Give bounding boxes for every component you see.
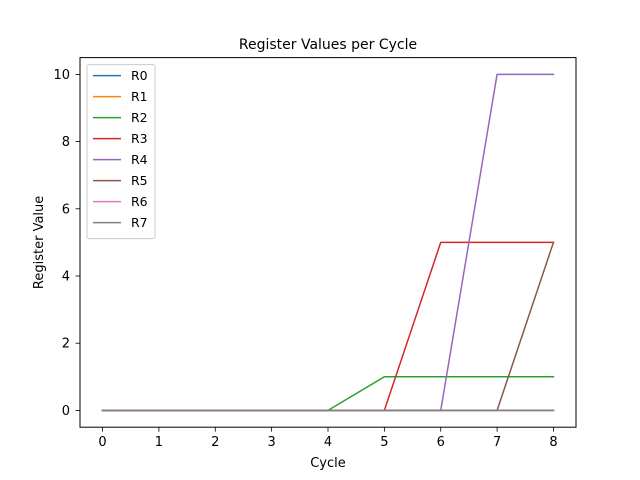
x-tick-label: 6 (437, 435, 445, 450)
legend-label-r6: R6 (131, 194, 148, 209)
x-tick-label: 8 (549, 435, 557, 450)
x-tick-label: 1 (155, 435, 163, 450)
y-axis: 0 2 4 6 8 10 (53, 68, 80, 419)
legend-box (86, 64, 156, 240)
legend-label-r4: R4 (131, 152, 148, 167)
legend-label-r3: R3 (131, 131, 148, 146)
series-layer (101, 73, 555, 412)
y-tick-label: 4 (62, 270, 70, 285)
x-tick-label: 7 (493, 435, 501, 450)
legend-label-r0: R0 (131, 68, 148, 83)
y-tick-label: 10 (53, 68, 70, 83)
x-axis-label: Cycle (310, 456, 346, 471)
legend-label-r1: R1 (131, 89, 148, 104)
x-tick-label: 3 (267, 435, 275, 450)
chart-title: Register Values per Cycle (239, 37, 417, 53)
y-axis-label: Register Value (32, 196, 47, 289)
x-tick-label: 5 (380, 435, 388, 450)
legend: R0 R1 R2 R3 R4 R5 R6 R7 (86, 64, 156, 240)
x-tick-label: 2 (211, 435, 219, 450)
x-tick-label: 4 (324, 435, 332, 450)
x-tick-label: 0 (98, 435, 106, 450)
legend-label-r7: R7 (131, 215, 148, 230)
y-tick-label: 0 (62, 404, 70, 419)
legend-label-r5: R5 (131, 173, 148, 188)
y-tick-label: 8 (62, 135, 70, 150)
y-tick-label: 6 (62, 202, 70, 217)
legend-label-r2: R2 (131, 110, 148, 125)
y-tick-label: 2 (62, 337, 70, 352)
x-axis: 0 1 2 3 4 5 6 7 8 (98, 427, 558, 450)
